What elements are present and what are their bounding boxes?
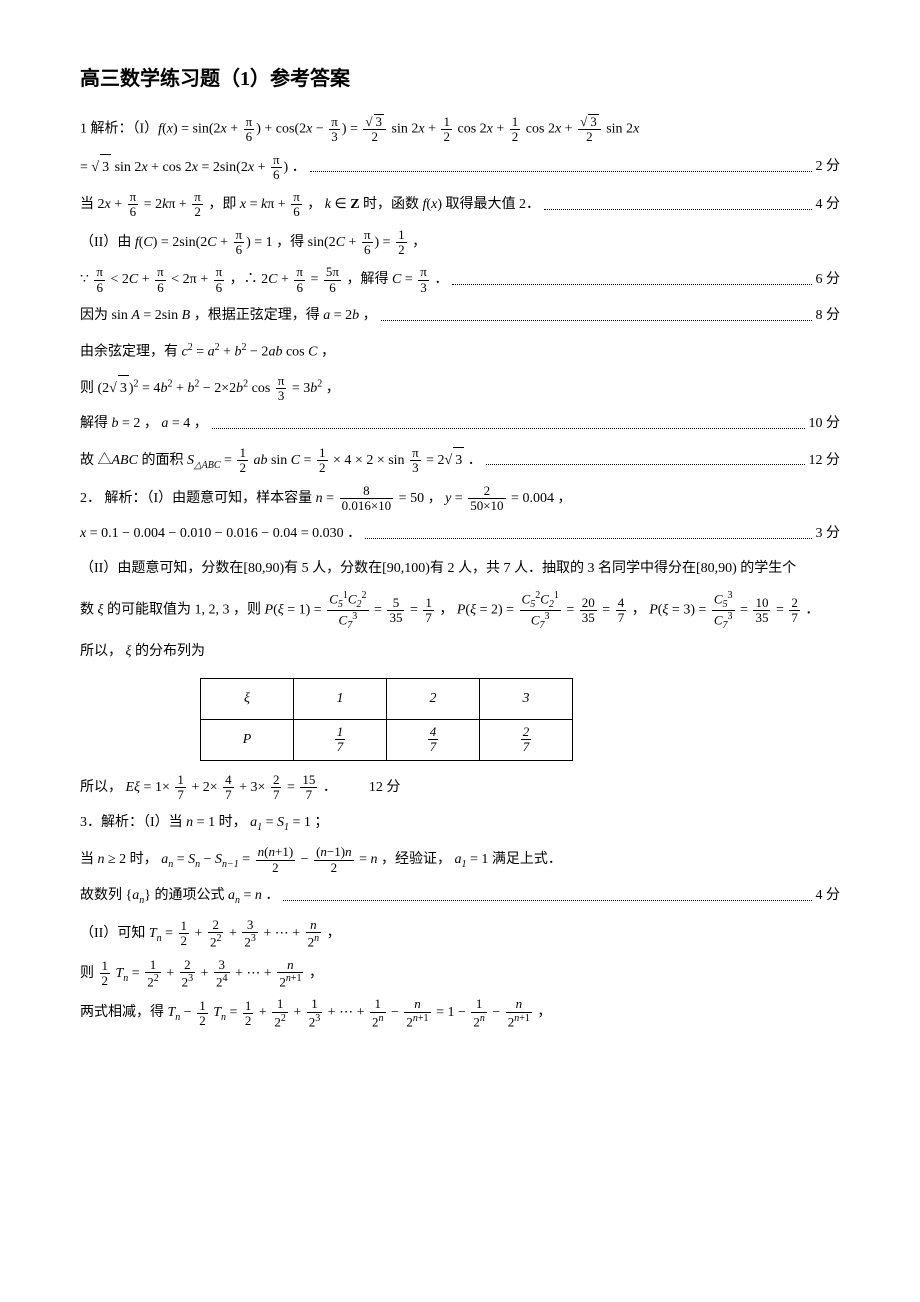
math-text: 则 12 Tn = 122 + 223 + 324 + ⋯ + n2n+1 ， [80,958,323,990]
math-text: 故数列 {an} 的通项公式 an = n ． [80,883,279,910]
table-cell-probability: 27 [480,719,573,760]
solution-line: 故 △ABC 的面积 S△ABC = 12 ab sin C = 12 × 4 … [80,446,840,476]
math-text: 2． 解析：（I）由题意可知，样本容量 n = 80.016×10 = 50 ，… [80,484,571,514]
solution-line: x = 0.1 − 0.004 − 0.010 − 0.016 − 0.04 =… [80,521,840,548]
solution-line: 当 n ≥ 2 时， an = Sn − Sn−1 = n(n+1)2 − (n… [80,845,840,875]
math-text: 由余弦定理，有 c2 = a2 + b2 − 2ab cos C ， [80,338,335,366]
math-text: （II）由题意可知，分数在[80,90)有 5 人，分数在[90,100)有 2… [80,556,796,583]
leader-dots [310,163,812,172]
score-label: 3 分 [816,521,841,548]
leader-dots [381,312,812,321]
score-label: 10 分 [809,411,841,438]
solution-line: 故数列 {an} 的通项公式 an = n ． 4 分 [80,883,840,910]
leader-dots [365,530,811,539]
solution-line: 由余弦定理，有 c2 = a2 + b2 − 2ab cos C ， [80,338,840,366]
leader-dots [212,420,805,429]
score-label: 2 分 [816,154,841,181]
solution-line: 所以， Eξ = 1× 17 + 2× 47 + 3× 27 = 157 ．12… [80,773,840,803]
solution-line: 两式相减，得 Tn − 12 Tn = 12 + 122 + 123 + ⋯ +… [80,997,840,1029]
math-text: 1 解析：（I）f(x) = sin(2x + π6) + cos(2x − π… [80,114,639,145]
score-label: 6 分 [816,267,841,294]
math-text: 当 n ≥ 2 时， an = Sn − Sn−1 = n(n+1)2 − (n… [80,845,562,875]
solution-line: 则 12 Tn = 122 + 223 + 324 + ⋯ + n2n+1 ， [80,958,840,990]
math-text: 故 △ABC 的面积 S△ABC = 12 ab sin C = 12 × 4 … [80,446,482,476]
score-label: 8 分 [816,303,841,330]
score-label: 12 分 [809,448,841,475]
math-text: 所以， Eξ = 1× 17 + 2× 47 + 3× 27 = 157 ．12… [80,773,400,803]
solution-line: （II）可知 Tn = 12 + 222 + 323 + ⋯ + n2n ， [80,918,840,950]
solution-line: = 3 sin 2x + cos 2x = 2sin(2x + π6) ． 2 分 [80,153,840,183]
table-cell-probability: 17 [294,719,387,760]
solution-line: 数 ξ 的可能取值为 1, 2, 3 ，则 P(ξ = 1) = C51C22C… [80,590,840,631]
solution-line: 所以， ξ 的分布列为 [80,639,840,666]
solution-line: 1 解析：（I）f(x) = sin(2x + π6) + cos(2x − π… [80,114,840,145]
solutions-content: 1 解析：（I）f(x) = sin(2x + π6) + cos(2x − π… [80,114,840,1029]
leader-dots [544,200,812,209]
math-text: 解得 b = 2 ， a = 4 ， [80,411,208,438]
leader-dots [283,892,811,901]
leader-dots [486,456,805,465]
table-cell-probability: 47 [387,719,480,760]
math-text: ∵ π6 < 2C + π6 < 2π + π6 ，∴ 2C + π6 = 5π… [80,265,448,295]
math-text: 数 ξ 的可能取值为 1, 2, 3 ，则 P(ξ = 1) = C51C22C… [80,590,819,631]
distribution-table: ξ123 P174727 [200,678,573,761]
solution-line: （II）由 f(C) = 2sin(2C + π6) = 1 ，得 sin(2C… [80,228,840,258]
page-title: 高三数学练习题（1）参考答案 [80,60,840,98]
solution-line: 当 2x + π6 = 2kπ + π2 ，即 x = kπ + π6 ， k … [80,190,840,220]
math-text: 因为 sin A = 2sin B ，根据正弦定理，得 a = 2b ， [80,303,377,330]
math-text: 则 (23)2 = 4b2 + b2 − 2×2b2 cos π3 = 3b2 … [80,374,340,404]
table-header-value: 1 [294,678,387,719]
solution-line: 2． 解析：（I）由题意可知，样本容量 n = 80.016×10 = 50 ，… [80,484,840,514]
solution-line: 解得 b = 2 ， a = 4 ， 10 分 [80,411,840,438]
solution-line: ∵ π6 < 2C + π6 < 2π + π6 ，∴ 2C + π6 = 5π… [80,265,840,295]
solution-line: 3．解析：（I）当 n = 1 时， a1 = S1 = 1 ； [80,810,840,837]
solution-line: 因为 sin A = 2sin B ，根据正弦定理，得 a = 2b ， 8 分 [80,303,840,330]
math-text: 所以， ξ 的分布列为 [80,639,205,666]
table-header-value: 2 [387,678,480,719]
score-label: 4 分 [816,883,841,910]
math-text: x = 0.1 − 0.004 − 0.010 − 0.016 − 0.04 =… [80,521,361,548]
table-header-value: 3 [480,678,573,719]
solution-line: 则 (23)2 = 4b2 + b2 − 2×2b2 cos π3 = 3b2 … [80,374,840,404]
score-label: 4 分 [816,192,841,219]
math-text: （II）可知 Tn = 12 + 222 + 323 + ⋯ + n2n ， [80,918,341,950]
table-row-label: P [201,719,294,760]
math-text: 两式相减，得 Tn − 12 Tn = 12 + 122 + 123 + ⋯ +… [80,997,551,1029]
math-text: 当 2x + π6 = 2kπ + π2 ，即 x = kπ + π6 ， k … [80,190,540,220]
table-header-var: ξ [201,678,294,719]
solution-line: （II）由题意可知，分数在[80,90)有 5 人，分数在[90,100)有 2… [80,556,840,583]
leader-dots [452,275,811,284]
math-text: 3．解析：（I）当 n = 1 时， a1 = S1 = 1 ； [80,810,328,837]
math-text: （II）由 f(C) = 2sin(2C + π6) = 1 ，得 sin(2C… [80,228,426,258]
math-text: = 3 sin 2x + cos 2x = 2sin(2x + π6) ． [80,153,306,183]
